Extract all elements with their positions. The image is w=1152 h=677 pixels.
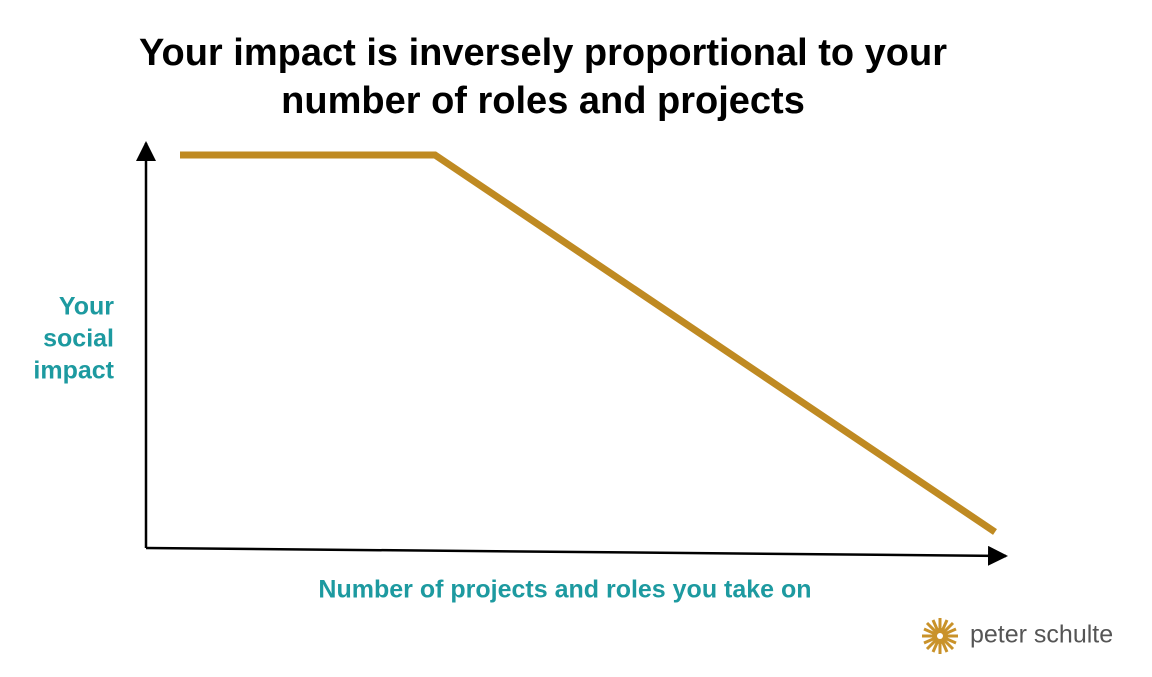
y-axis-label: social [43,325,114,353]
y-axis-label: Your [59,293,114,321]
x-axis-label: Number of projects and roles you take on [318,576,811,604]
brand-name: peter schulte [970,621,1113,649]
chart-title: Your impact is inversely proportional to… [139,32,947,74]
brand-logo [922,618,958,654]
trend-line [180,151,997,535]
chart-title: number of roles and projects [281,80,805,122]
x-axis [145,545,1008,566]
y-axis-label: impact [33,357,114,385]
